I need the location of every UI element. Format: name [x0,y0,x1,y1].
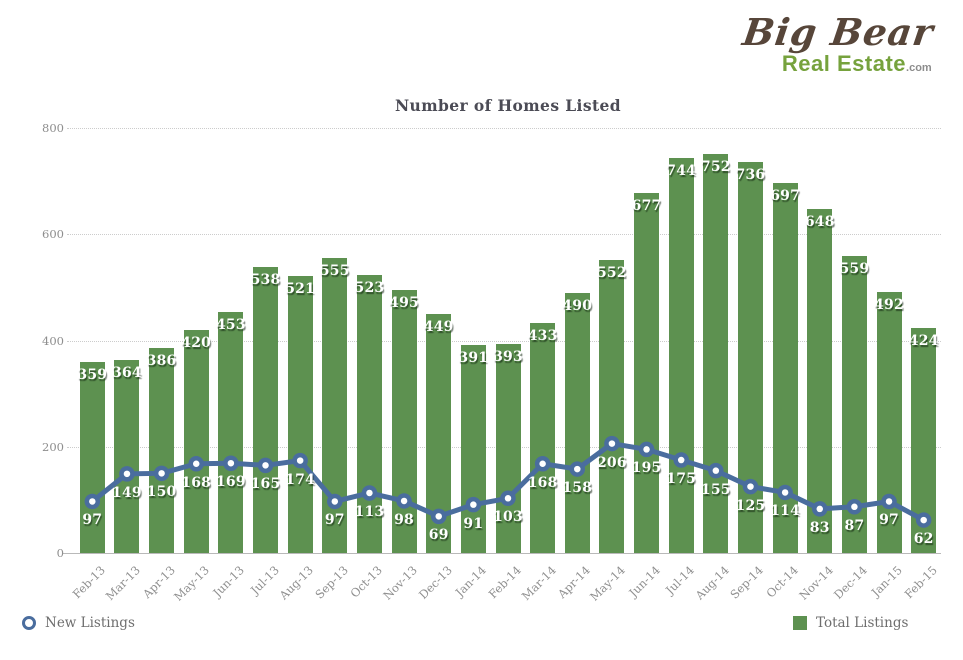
bar-value-label: 449 [423,319,454,336]
total-listings-bar [599,259,625,553]
bar-value-label: 391 [458,350,489,367]
bar-value-label: 495 [389,295,419,312]
bar-value-label: 555 [319,263,350,280]
total-listings-bar [287,276,313,553]
line-value-label: 169 [215,474,246,491]
line-value-label: 195 [631,460,662,477]
legend-total-listings-label: Total Listings [816,615,909,631]
line-value-label: 168 [527,474,558,491]
brand-name: Big Bear [739,10,937,54]
bar-value-label: 559 [839,261,870,278]
line-value-label: 97 [324,512,345,529]
line-value-label: 69 [428,527,449,544]
line-value-label: 149 [112,484,142,501]
total-listings-bar [772,182,798,553]
line-value-label: 83 [809,519,830,536]
bar-value-label: 521 [285,281,316,298]
bar-value-label: 492 [874,296,904,313]
legend-new-listings: New Listings [22,615,135,631]
y-axis-tick-label: 0 [56,546,64,560]
legend-new-listings-label: New Listings [45,615,135,631]
gridline-400 [67,340,941,342]
brand-subtitle-text: Real Estate [781,51,907,76]
line-value-label: 155 [700,481,731,498]
y-axis-tick-label: 200 [42,439,64,454]
bar-value-label: 393 [493,349,523,366]
total-listings-bar [807,208,833,553]
line-value-label: 87 [844,517,865,534]
total-listings-bar [668,157,694,553]
total-listings-bar [114,359,140,553]
line-value-label: 165 [250,476,281,493]
line-value-label: 168 [181,474,212,491]
total-listings-bar [737,162,763,553]
bar-value-label: 697 [770,187,801,204]
bar-value-label: 386 [146,352,177,369]
line-value-label: 150 [146,484,177,501]
bar-value-label: 648 [804,213,835,230]
brand-tld: .com [906,62,932,74]
total-listings-bar [911,327,937,553]
total-listings-bar [183,329,209,553]
total-listings-swatch-icon [793,616,807,630]
chart-plot-area: 0 200 400 600 800 359 364 386 420 453 538 521 555 523… [42,121,941,604]
bar-value-label: 523 [354,280,385,297]
bar-value-label: 420 [181,334,212,351]
line-value-label: 174 [285,471,316,488]
gridline-600 [67,234,941,236]
line-value-label: 175 [666,471,697,488]
bar-value-label: 359 [77,367,108,384]
x-axis-line [63,553,941,554]
line-value-label: 97 [879,512,899,529]
total-listings-bar [564,292,590,553]
bar-value-label: 538 [250,272,281,289]
y-axis-tick-label: 800 [42,121,64,135]
bar-value-label: 364 [112,364,142,381]
bar-value-label: 424 [908,332,939,349]
brand-logo: Big Bear Real Estate.com [739,10,937,75]
bar-value-label: 453 [215,317,246,334]
new-listings-marker-icon [22,616,36,630]
bar-value-label: 736 [735,167,766,183]
line-value-label: 113 [354,503,385,520]
legend-total-listings: Total Listings [793,615,908,631]
total-listings-bar [149,347,175,553]
line-value-label: 103 [493,509,523,526]
total-listings-bar [841,256,867,553]
y-axis-tick-label: 400 [42,333,64,348]
line-value-label: 125 [735,497,766,514]
line-value-label: 114 [770,503,801,520]
line-value-label: 98 [394,511,414,528]
bar-value-label: 552 [596,264,627,281]
line-value-label: 91 [463,515,484,532]
brand-subtitle: Real Estate.com [743,53,933,75]
chart-title: Number of Homes Listed [394,96,622,115]
total-listings-bar [426,314,452,553]
total-listings-bar [253,267,279,553]
bar-value-label: 433 [527,327,558,344]
bar-value-label: 752 [700,158,731,175]
bar-value-label: 744 [666,162,697,179]
total-listings-bar [634,193,660,553]
total-listings-bar [530,322,556,553]
line-value-label: 62 [913,531,934,548]
bar-value-label: 490 [562,297,593,314]
gridline-800 [67,128,941,129]
total-listings-bar [322,258,348,553]
line-value-label: 97 [82,512,103,529]
total-listings-bar [218,312,244,553]
line-value-label: 158 [562,480,593,497]
line-value-label: 206 [596,454,627,471]
bar-value-label: 677 [631,198,662,215]
y-axis-tick-label: 600 [42,227,64,242]
